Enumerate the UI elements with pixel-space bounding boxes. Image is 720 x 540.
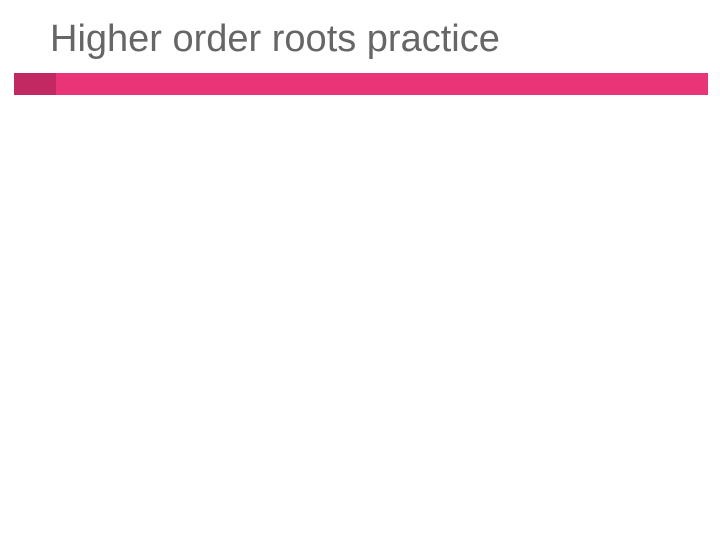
accent-square [14, 73, 56, 95]
slide-title: Higher order roots practice [50, 18, 500, 61]
accent-bar [14, 73, 708, 95]
slide: Higher order roots practice [0, 0, 720, 540]
